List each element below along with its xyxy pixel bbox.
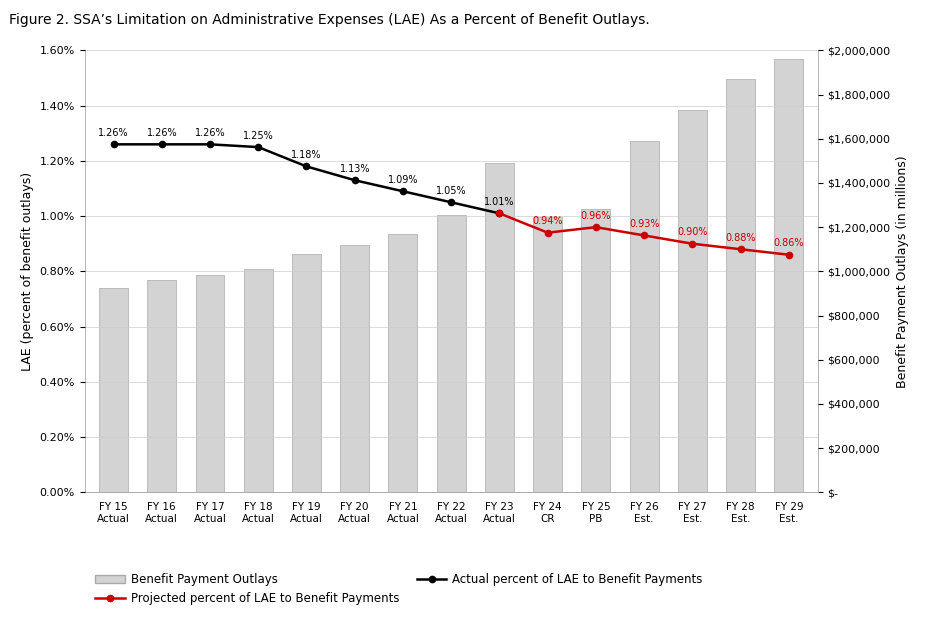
Bar — [437, 215, 465, 492]
Text: 1.26%: 1.26% — [195, 128, 226, 138]
Y-axis label: Benefit Payment Outlays (in millions): Benefit Payment Outlays (in millions) — [896, 155, 909, 387]
Text: Figure 2. SSA’s Limitation on Administrative Expenses (LAE) As a Percent of Bene: Figure 2. SSA’s Limitation on Administra… — [9, 13, 650, 27]
Bar — [340, 245, 369, 492]
Bar — [388, 234, 417, 492]
Text: 1.09%: 1.09% — [387, 175, 418, 185]
Bar — [292, 254, 321, 492]
Bar — [582, 209, 610, 492]
Text: 1.05%: 1.05% — [436, 186, 466, 196]
Bar — [726, 80, 755, 492]
Text: 1.13%: 1.13% — [339, 164, 370, 174]
Bar — [533, 217, 562, 492]
Bar — [148, 280, 176, 492]
Bar — [775, 59, 804, 492]
Text: 0.94%: 0.94% — [532, 216, 563, 227]
Bar — [485, 163, 514, 492]
Bar — [678, 110, 707, 492]
Text: 0.93%: 0.93% — [629, 219, 659, 229]
Bar — [99, 288, 128, 492]
Y-axis label: LAE (percent of benefit outlays): LAE (percent of benefit outlays) — [21, 172, 34, 371]
Text: 0.88%: 0.88% — [726, 233, 756, 243]
Text: 1.25%: 1.25% — [243, 131, 274, 141]
Text: 1.18%: 1.18% — [291, 150, 321, 160]
Text: 0.90%: 0.90% — [677, 227, 708, 237]
Text: 1.01%: 1.01% — [484, 197, 515, 207]
Bar — [196, 274, 225, 492]
Text: 0.96%: 0.96% — [581, 211, 611, 221]
Legend: Benefit Payment Outlays, Projected percent of LAE to Benefit Payments, Actual pe: Benefit Payment Outlays, Projected perce… — [90, 569, 708, 610]
Bar — [243, 269, 273, 492]
Bar — [630, 141, 659, 492]
Text: 1.26%: 1.26% — [147, 128, 177, 138]
Text: 1.26%: 1.26% — [98, 128, 129, 138]
Text: 0.86%: 0.86% — [774, 239, 804, 249]
